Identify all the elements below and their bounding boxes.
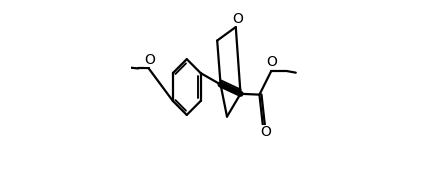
Text: O: O [266, 55, 276, 69]
Text: O: O [231, 13, 243, 26]
Text: O: O [144, 53, 154, 67]
Text: O: O [260, 125, 270, 139]
